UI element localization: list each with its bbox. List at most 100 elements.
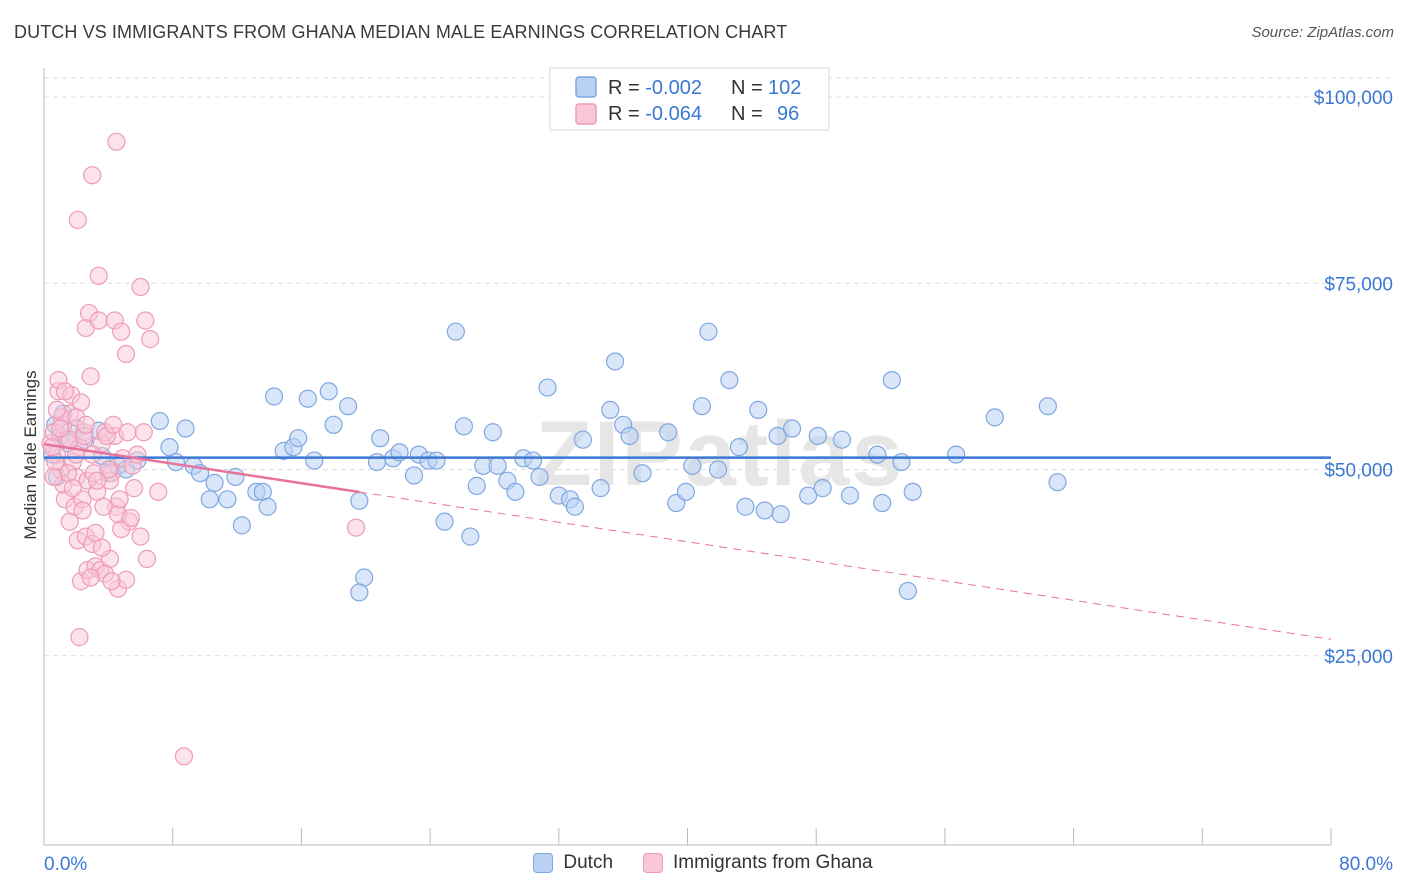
y-tick-label: $50,000 <box>1324 461 1393 482</box>
ghana-point <box>83 166 102 185</box>
dutch-point <box>813 479 832 498</box>
dutch-point <box>601 400 620 419</box>
dutch-point <box>771 505 790 524</box>
correlation-legend: R = -0.002 N = 102 R = -0.064 N = 96 <box>549 67 830 131</box>
dutch-point <box>799 486 818 505</box>
ghana-point <box>50 419 70 438</box>
dutch-point <box>264 387 284 406</box>
ghana-points <box>41 132 366 766</box>
dutch-point <box>898 581 917 601</box>
dutch-point <box>892 452 911 472</box>
dutch-point <box>454 417 473 436</box>
dutch-point <box>367 452 387 472</box>
dutch-point <box>1048 473 1067 492</box>
legend-n-label-1: N = <box>731 77 768 99</box>
dutch-label: Dutch <box>563 852 614 873</box>
dutch-point <box>324 415 343 434</box>
dutch-point <box>289 429 308 448</box>
dutch-point <box>903 482 922 501</box>
legend-n-label-2: N = <box>731 103 768 125</box>
y-axis-label: Median Male Earnings <box>21 370 40 539</box>
dutch-point <box>708 460 728 479</box>
ghana-trend-line <box>43 442 360 494</box>
ghana-point <box>124 479 144 498</box>
ghana-point <box>83 445 102 464</box>
legend-r-label-2: R = <box>608 103 645 125</box>
dutch-point <box>226 467 245 487</box>
ghana-point <box>47 400 66 419</box>
ghana-point <box>137 549 157 569</box>
dutch-point <box>467 476 486 495</box>
ghana-point <box>118 423 137 442</box>
dutch-point <box>873 493 892 513</box>
dutch-point <box>692 397 712 416</box>
dutch-point <box>659 423 678 442</box>
dutch-point <box>218 490 237 509</box>
dutch-point <box>755 501 774 520</box>
legend-item-dutch[interactable]: Dutch <box>533 852 613 874</box>
ghana-point <box>149 482 168 501</box>
dutch-point <box>298 389 317 408</box>
ghana-point <box>63 479 83 498</box>
legend-r-value-2: -0.064 <box>645 103 702 125</box>
ghana-point <box>92 538 112 557</box>
dutch-point <box>620 426 639 446</box>
ghana-label: Immigrants from Ghana <box>673 852 873 873</box>
dutch-point <box>768 426 787 446</box>
dutch-point <box>633 464 652 483</box>
dutch-point <box>258 497 277 516</box>
ghana-point <box>112 322 131 341</box>
ghana-point <box>136 311 155 330</box>
ghana-point <box>116 344 136 364</box>
dutch-point <box>720 371 739 390</box>
ghana-point <box>121 508 140 528</box>
dutch-point <box>427 451 446 470</box>
legend-n-value-2: 96 <box>777 103 799 125</box>
ghana-point <box>107 132 126 151</box>
dutch-point <box>461 527 480 546</box>
series-legend: Dutch Immigrants from Ghana <box>0 852 1406 874</box>
dutch-point <box>319 382 338 401</box>
ghana-swatch <box>643 853 664 873</box>
dutch-point <box>565 497 584 516</box>
ghana-point <box>104 415 123 434</box>
ghana-point <box>73 501 92 520</box>
dutch-point <box>538 378 557 397</box>
dutch-point <box>1038 397 1057 416</box>
dutch-point <box>305 451 324 470</box>
ghana-point <box>102 572 121 591</box>
legend-r-label-1: R = <box>608 77 645 99</box>
svg-text:R = -0.064 N = 96: R = -0.064 N = 96 <box>608 103 799 125</box>
dutch-point <box>435 512 454 531</box>
legend-item-ghana[interactable]: Immigrants from Ghana <box>643 852 873 874</box>
ghana-point <box>131 277 150 297</box>
ghana-point <box>44 467 63 487</box>
ghana-point <box>94 497 113 516</box>
ghana-trend-extension <box>359 491 1332 640</box>
dutch-point <box>832 430 852 449</box>
x-tick-label: 0.0% <box>44 854 87 875</box>
dutch-point <box>729 438 749 457</box>
ghana-point <box>55 382 75 401</box>
source-note: Source: ZipAtlas.com <box>1251 24 1394 41</box>
x-tick-label: 80.0% <box>1339 854 1393 875</box>
ghana-point <box>81 367 100 386</box>
dutch-point <box>506 482 525 501</box>
dutch-point <box>404 466 424 485</box>
dutch-point <box>573 430 593 449</box>
dutch-point <box>749 400 768 419</box>
dutch-point <box>176 419 195 438</box>
dutch-point <box>606 352 625 371</box>
ghana-point <box>81 568 100 587</box>
legend-r-value-1: -0.002 <box>645 77 702 99</box>
ghana-point <box>68 210 87 230</box>
dutch-point <box>591 479 610 498</box>
ghana-point <box>134 423 153 442</box>
dutch-point <box>205 473 224 493</box>
dutch-point <box>882 371 901 390</box>
dutch-point <box>488 456 507 475</box>
dutch-swatch <box>533 853 554 873</box>
legend-swatch-ghana <box>575 103 597 125</box>
legend-swatch-dutch <box>575 76 597 98</box>
ghana-point <box>76 415 95 434</box>
